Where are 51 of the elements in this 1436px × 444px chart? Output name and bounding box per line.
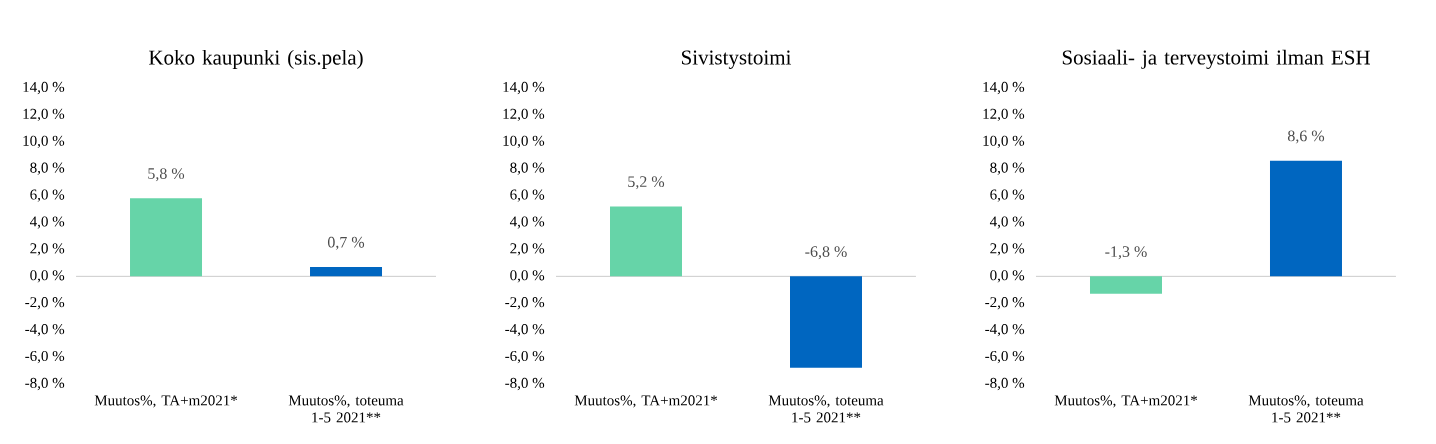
y-tick-label: 4,0 %	[509, 216, 545, 229]
y-tick-label: -2,0 %	[985, 297, 1025, 310]
y-tick-label: 8,0 %	[510, 162, 545, 175]
y-tick-label: -6,0 %	[505, 350, 545, 364]
data-label: 0,7 %	[327, 236, 365, 250]
x-tick-label: Muutos%, TA+m2021*	[574, 395, 718, 408]
y-tick-label: 2,0 %	[510, 243, 545, 256]
y-tick-label: 12,0 %	[983, 108, 1025, 122]
y-tick-label: -2,0 %	[25, 297, 65, 310]
data-label: 5,2 %	[628, 176, 665, 190]
y-tick-label: 14,0 %	[23, 81, 65, 95]
y-tick-label: -4,0 %	[25, 324, 65, 337]
y-tick-label: 6,0 %	[30, 189, 65, 202]
x-tick-label: Muutos%, TA+m2021*	[94, 395, 238, 408]
data-label: 8,6 %	[1287, 130, 1325, 144]
chart-title: Sivistystoimi	[681, 50, 792, 69]
y-tick-label: -2,0 %	[505, 297, 545, 310]
y-tick-label: -8,0 %	[985, 377, 1025, 391]
data-label: -6,8 %	[805, 246, 847, 260]
y-tick-label: -4,0 %	[985, 324, 1025, 337]
y-tick-label: 6,0 %	[990, 189, 1025, 202]
y-tick-label: 2,0 %	[30, 243, 65, 256]
y-tick-label: 2,0 %	[990, 243, 1025, 256]
y-tick-label: 0,0 %	[990, 270, 1025, 283]
y-tick-label: 4,0 %	[989, 216, 1025, 229]
y-tick-label: -6,0 %	[985, 350, 1025, 364]
y-tick-label: 10,0 %	[983, 135, 1025, 148]
y-tick-label: 0,0 %	[30, 270, 65, 283]
y-tick-label: 10,0 %	[23, 135, 65, 148]
x-tick-label: Muutos%, TA+m2021*	[1054, 395, 1198, 408]
x-tick-label: Muutos%, toteuma 1-5 2021**	[768, 395, 884, 423]
y-tick-label: 0,0 %	[510, 270, 545, 283]
y-tick-label: 8,0 %	[990, 162, 1025, 175]
data-label: 5,8 %	[148, 168, 185, 182]
y-tick-label: -4,0 %	[505, 324, 545, 337]
y-tick-label: 10,0 %	[503, 135, 545, 148]
x-tick-label: Muutos%, toteuma 1-5 2021**	[1248, 395, 1364, 423]
chart-title: Sosiaali- ja terveystoimi ilman ESH	[1062, 49, 1370, 69]
chart-title: Koko kaupunki (sis.pela)	[149, 49, 363, 69]
y-tick-label: 14,0 %	[503, 81, 545, 95]
y-tick-label: 12,0 %	[23, 108, 65, 122]
y-tick-label: -8,0 %	[505, 377, 545, 391]
y-tick-label: -6,0 %	[25, 350, 65, 364]
y-tick-label: 14,0 %	[983, 81, 1025, 95]
y-tick-label: 4,0 %	[29, 216, 65, 229]
y-tick-label: -8,0 %	[25, 377, 65, 391]
x-tick-label: Muutos%, toteuma 1-5 2021**	[288, 395, 404, 423]
data-label: -1,3 %	[1105, 246, 1147, 260]
y-tick-label: 6,0 %	[510, 189, 545, 202]
y-tick-label: 12,0 %	[503, 108, 545, 122]
y-tick-label: 8,0 %	[30, 162, 65, 175]
